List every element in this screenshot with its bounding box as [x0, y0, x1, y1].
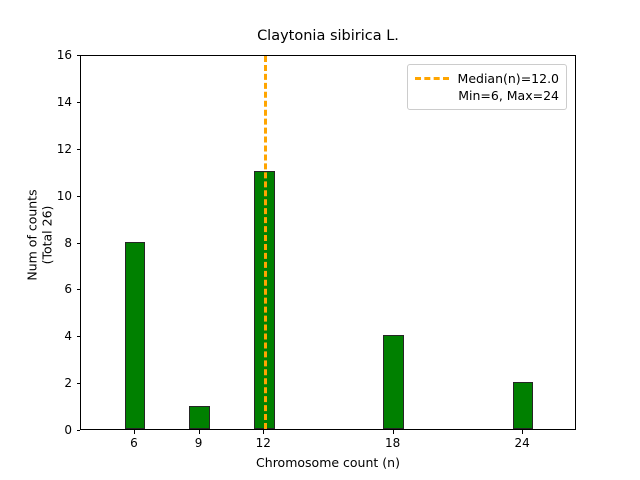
x-tick-label: 6 [130, 436, 138, 450]
bars-layer [81, 56, 575, 429]
x-tick-mark [392, 430, 394, 434]
y-tick-label: 8 [64, 235, 72, 250]
y-tick-mark [76, 101, 80, 103]
y-tick-label: 2 [64, 376, 72, 391]
legend-label: Min=6, Max=24 [458, 88, 559, 103]
y-tick-label: 14 [56, 94, 72, 109]
y-tick-label: 12 [56, 141, 72, 156]
y-tick-label: 0 [64, 423, 72, 437]
x-tick-mark [522, 430, 524, 434]
bar [383, 335, 404, 429]
x-tick-mark [263, 430, 265, 434]
y-tick-label: 16 [56, 48, 72, 62]
x-tick-mark [198, 430, 200, 434]
x-tick-label: 24 [514, 436, 530, 450]
y-tick-mark [76, 336, 80, 338]
x-axis-label: Chromosome count (n) [256, 455, 400, 470]
legend-item: Min=6, Max=24 [415, 87, 559, 104]
y-tick-mark [76, 383, 80, 385]
y-tick-mark [76, 148, 80, 150]
x-tick-label: 12 [255, 436, 271, 450]
y-tick-mark [76, 430, 80, 431]
bar [254, 171, 275, 429]
legend-dashed-line-icon [414, 77, 449, 80]
y-tick-label: 10 [56, 188, 72, 203]
legend-label: Median(n)=12.0 [457, 71, 559, 86]
median-line [264, 56, 268, 429]
bar [124, 241, 146, 429]
y-axis-label: Num of counts (Total 26) [24, 189, 55, 281]
y-tick-mark [76, 55, 80, 56]
bar [189, 405, 210, 429]
x-tick-mark [133, 430, 135, 434]
x-tick-label: 9 [194, 436, 203, 450]
y-tick-mark [76, 289, 80, 291]
page-title: Claytonia sibirica L. [257, 28, 399, 44]
median-line-layer [81, 56, 575, 429]
legend-box: Median(n)=12.0 Min=6, Max=24 [406, 64, 567, 110]
legend-item: Median(n)=12.0 [414, 70, 559, 87]
y-tick-mark [76, 195, 80, 197]
y-tick-label: 4 [64, 329, 72, 344]
y-tick-label: 6 [64, 282, 72, 297]
bar [512, 382, 534, 429]
x-tick-label: 18 [385, 436, 401, 450]
y-tick-mark [76, 242, 80, 244]
plot-area: Median(n)=12.0 Min=6, Max=24 [80, 55, 576, 430]
